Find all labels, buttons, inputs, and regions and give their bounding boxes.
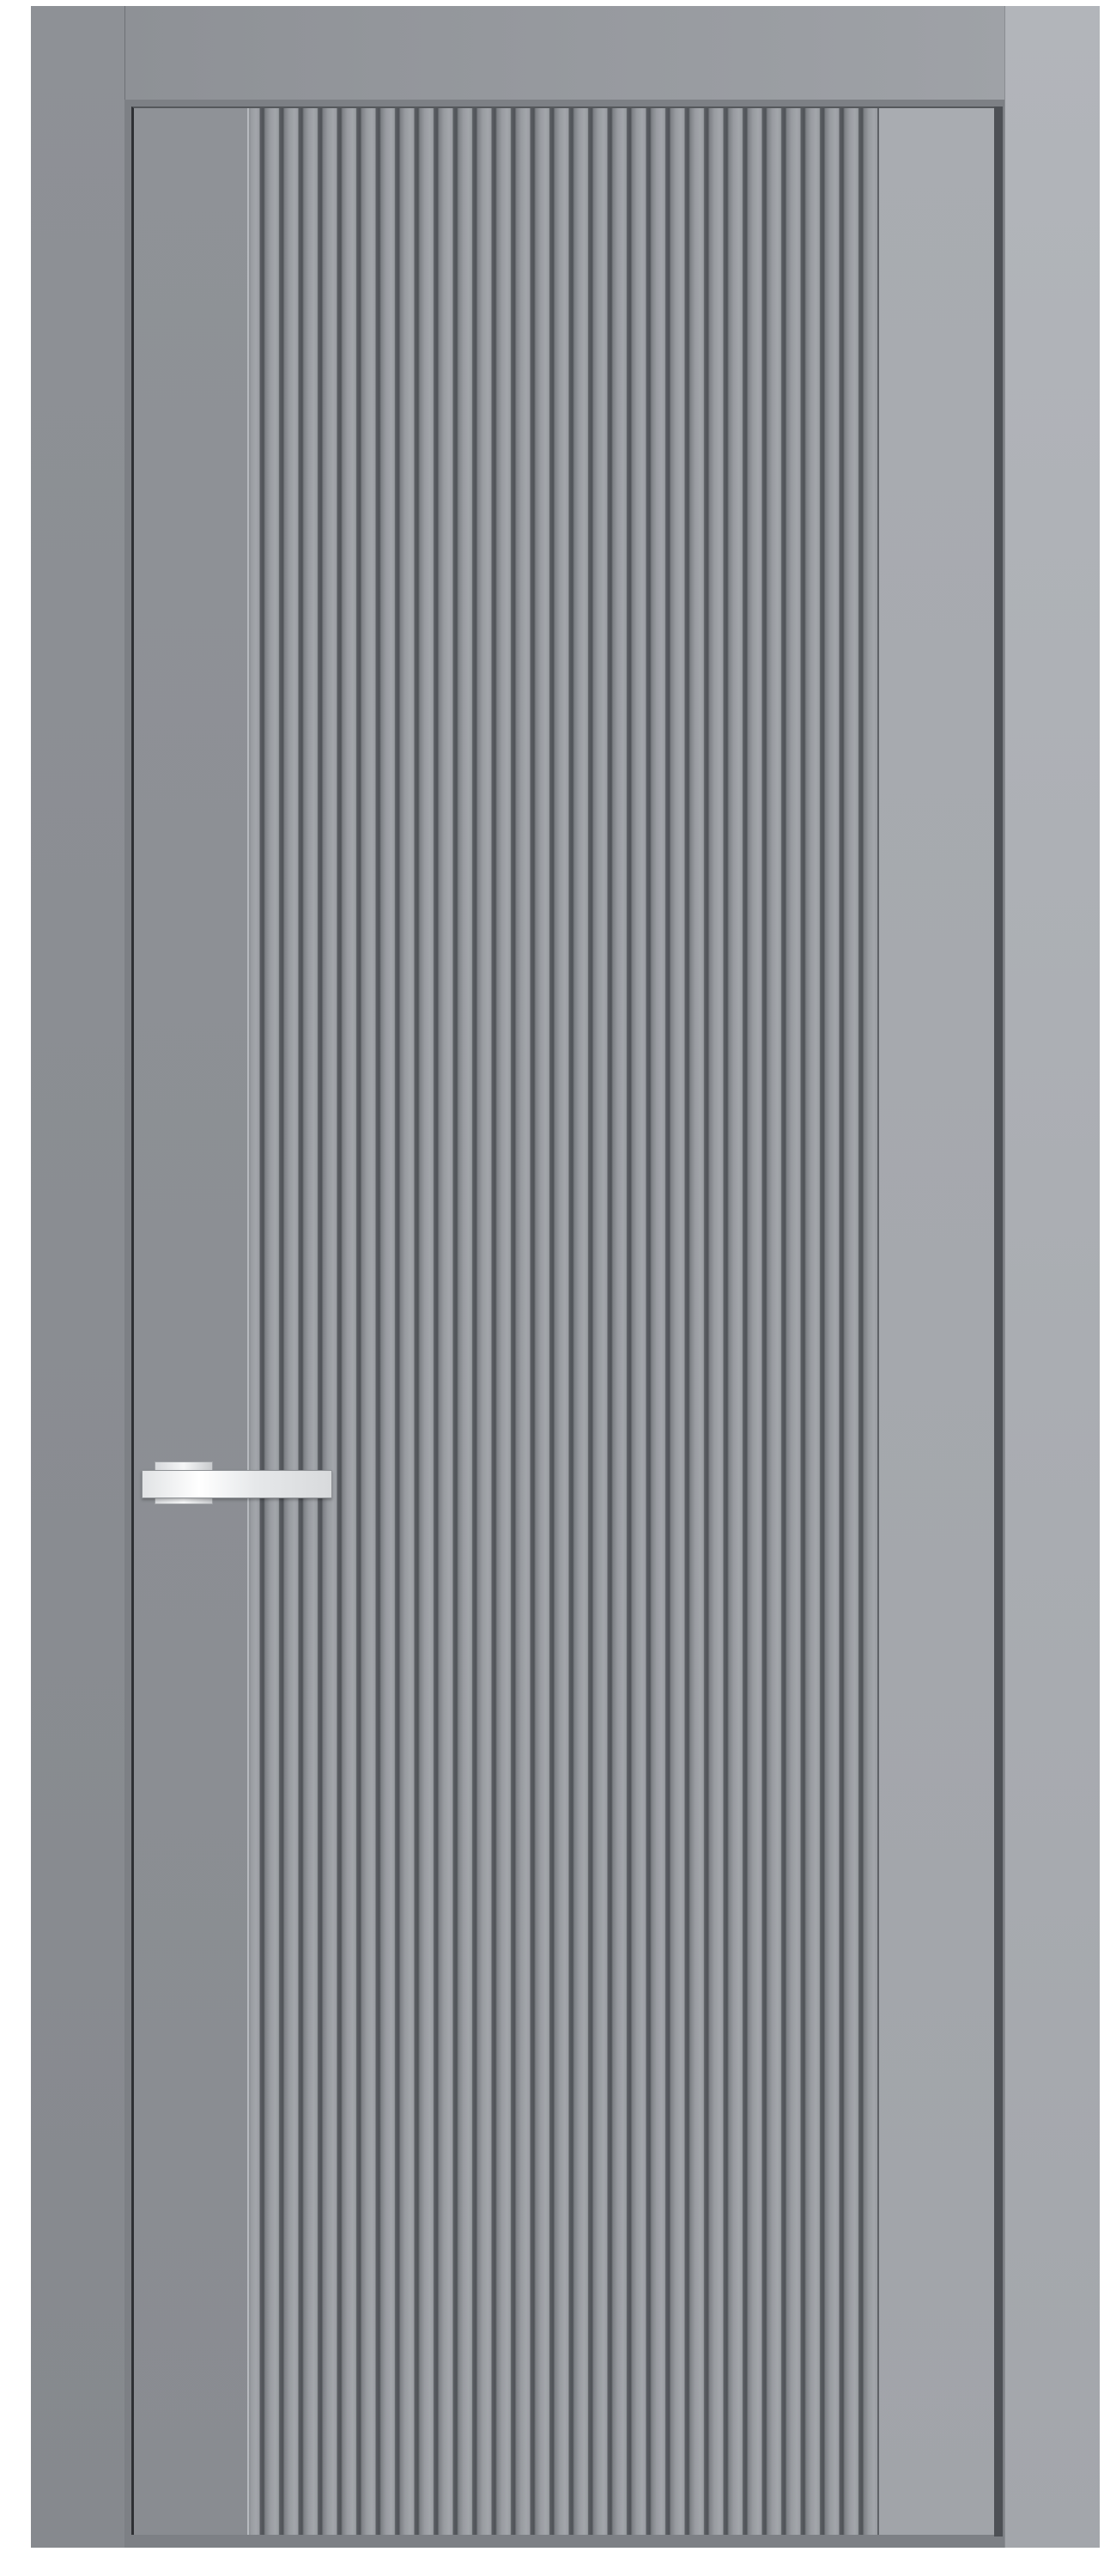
door-right-stile (877, 108, 996, 2535)
door-frame-right-jamb (1004, 6, 1100, 2548)
door-frame-header (124, 6, 1005, 100)
door-frame-left-jamb (31, 6, 124, 2548)
fluted-center-panel (251, 108, 877, 2535)
door-handle-lever[interactable] (142, 1470, 332, 1498)
door-left-stile (134, 108, 249, 2535)
door-leaf-edge (994, 106, 1003, 2537)
